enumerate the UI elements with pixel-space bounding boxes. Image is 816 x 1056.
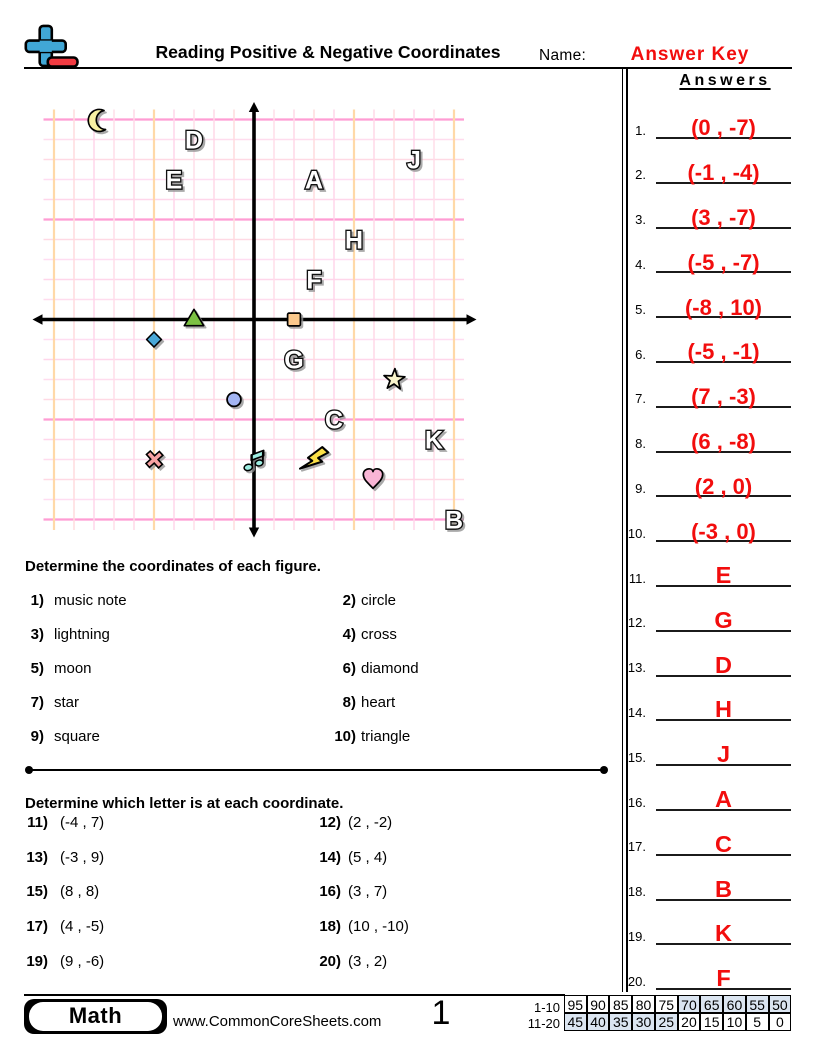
svg-text:B: B [445,507,463,535]
svg-text:F: F [306,267,321,295]
svg-text:C: C [325,407,343,435]
svg-text:D: D [185,127,203,155]
svg-text:J: J [407,147,421,175]
svg-text:G: G [284,347,303,375]
svg-text:H: H [345,227,363,255]
svg-text:E: E [166,167,183,195]
svg-text:K: K [425,427,443,455]
svg-text:A: A [305,167,323,195]
